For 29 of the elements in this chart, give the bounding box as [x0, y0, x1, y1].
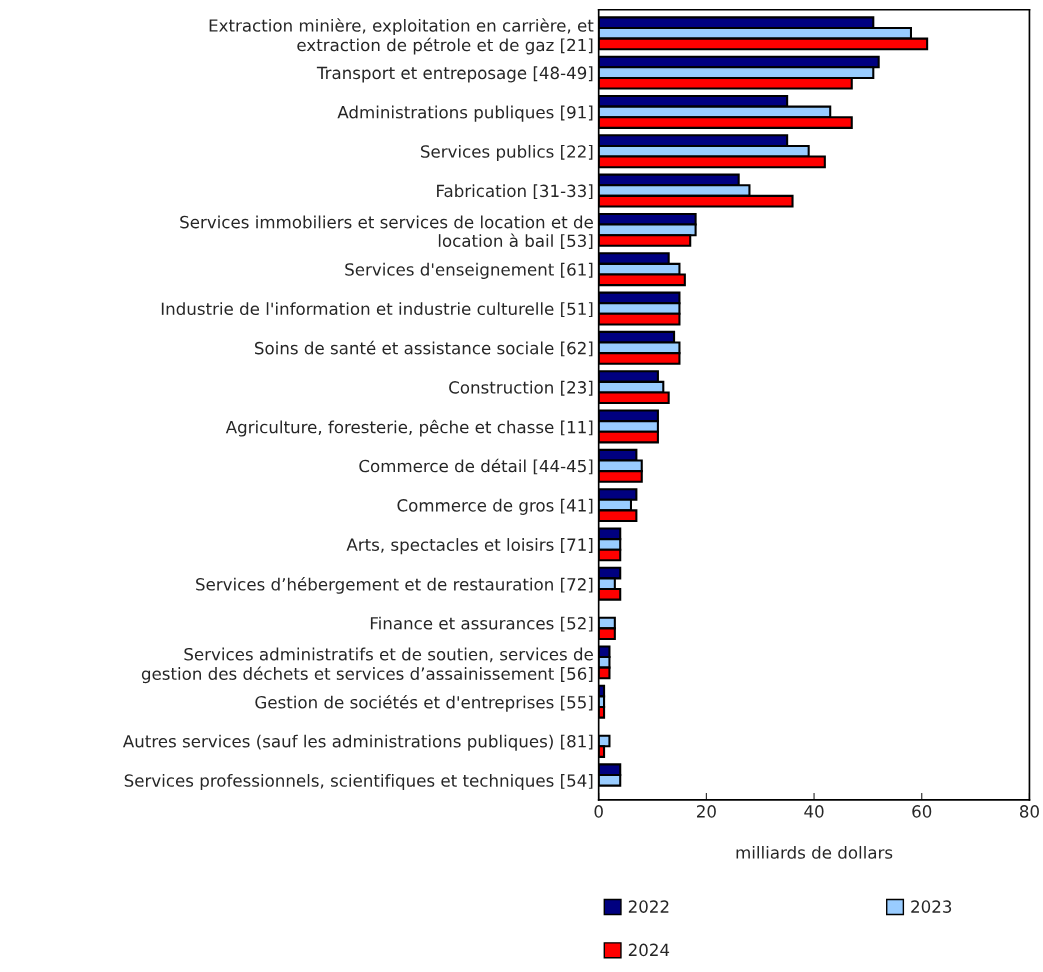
x-tick-label: 60	[912, 805, 932, 818]
y-tick-label: Services immobiliers et services de location et de location à bail [53]	[180, 215, 593, 250]
y-tick-label: Services d'enseignement [61]	[345, 262, 593, 279]
y-tick-label: Services professionnels, scientifiques et techniques [54]	[124, 773, 593, 791]
y-tick-label: Services publics [22]	[421, 144, 593, 162]
y-tick-label: Transport et entreposage [48-49]	[316, 66, 593, 83]
y-tick-label: Extraction minière, exploitation en carrière, et extraction de pétrole et de gaz [21]	[209, 18, 594, 55]
legend-label: 2023	[911, 900, 952, 913]
y-tick-label: Fabrication [31-33]	[437, 184, 593, 200]
y-tick-label: Commerce de gros [41]	[397, 498, 593, 515]
y-tick-label: Soins de santé et assistance sociale [62]	[255, 340, 593, 357]
y-tick-label: Agriculture, foresterie, pêche et chasse [11]	[225, 419, 593, 437]
x-tick-label: 0	[594, 805, 603, 818]
x-tick-label: 40	[804, 805, 824, 818]
y-tick-label: Commerce de détail [44-45]	[359, 458, 593, 475]
legend-label: 2024	[628, 943, 670, 957]
x-tick-label: 20	[696, 805, 716, 818]
x-axis-title: milliards de dollars	[736, 845, 893, 859]
y-tick-label: Industrie de l'information et industrie culturelle [51]	[161, 302, 593, 318]
legend-label: 2022	[628, 900, 669, 913]
y-tick-label: Finance et assurances [52]	[370, 616, 593, 632]
y-tick-label: Construction [23]	[449, 380, 593, 396]
y-tick-label: Services administratifs et de soutien, services de gestion des déchets et services d’assainissement [56]	[141, 647, 593, 684]
y-tick-label: Arts, spectacles et loisirs [71]	[346, 538, 593, 555]
x-tick-label: 80	[1019, 805, 1039, 818]
y-tick-label: Administrations publiques [91]	[337, 105, 593, 122]
y-tick-label: Autres services (sauf les administrations publiques) [81]	[122, 734, 593, 751]
y-tick-label: Services d’hébergement et de restauration [72]	[196, 577, 593, 594]
y-tick-label: Gestion de sociétés et d'entreprises [55]	[255, 695, 593, 712]
